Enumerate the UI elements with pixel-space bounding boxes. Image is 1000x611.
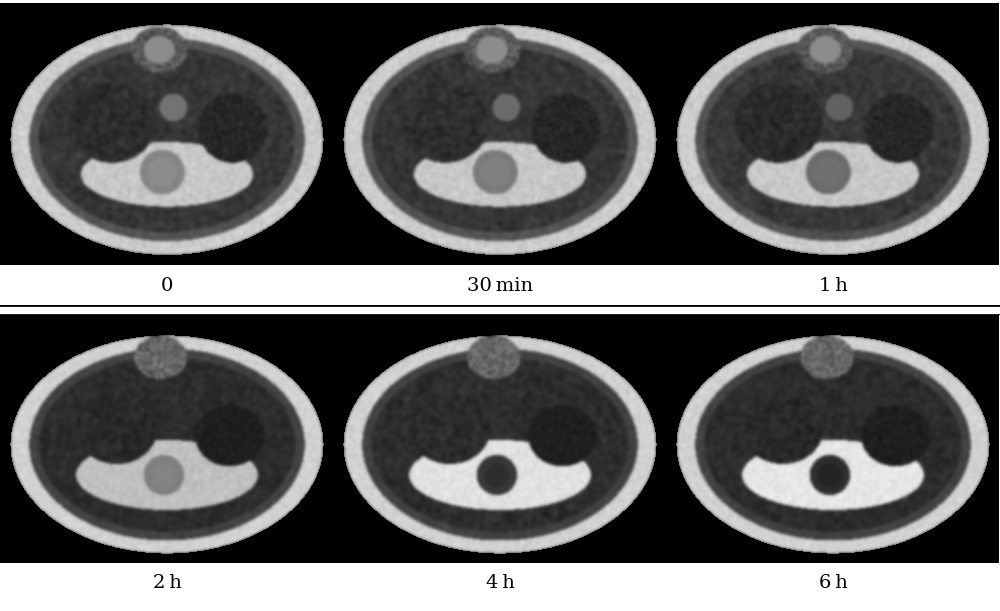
Text: 30 min: 30 min bbox=[467, 277, 533, 295]
Text: 2 h: 2 h bbox=[153, 574, 181, 592]
Text: 1 h: 1 h bbox=[819, 277, 847, 295]
Text: 6 h: 6 h bbox=[819, 574, 847, 592]
Text: 0: 0 bbox=[161, 277, 173, 295]
Text: 4 h: 4 h bbox=[486, 574, 514, 592]
